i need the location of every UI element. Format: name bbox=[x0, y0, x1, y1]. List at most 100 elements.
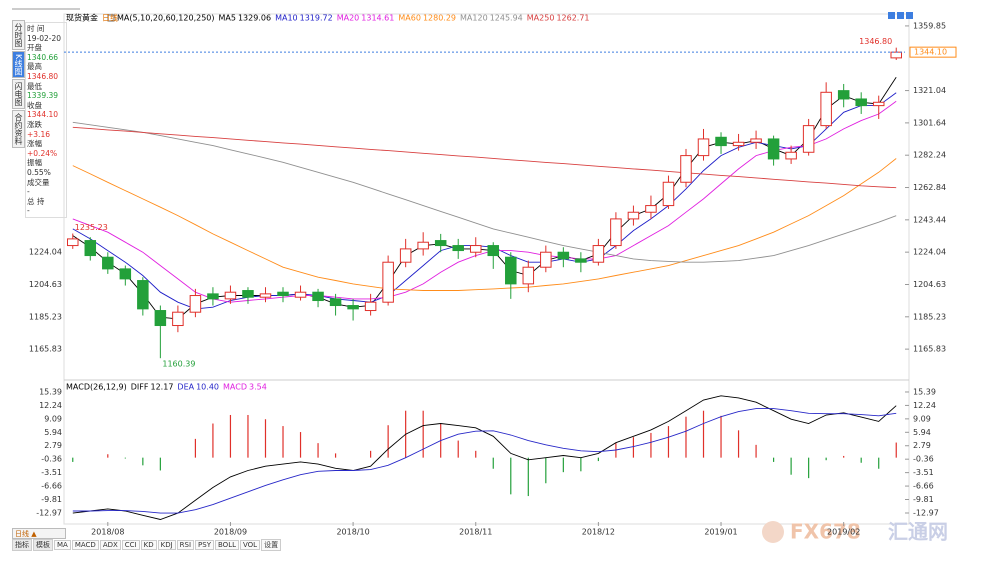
candle-body bbox=[802, 125, 815, 153]
y-tick-label-left: 9.09 bbox=[44, 414, 62, 423]
candle-body bbox=[732, 141, 745, 147]
y-tick-label: 1204.63 bbox=[913, 280, 946, 289]
indicator-button[interactable]: VOL bbox=[240, 540, 261, 550]
candle-body bbox=[662, 181, 675, 207]
y-tick-label-left: 1204.63 bbox=[29, 280, 62, 289]
indicator-button[interactable]: KDJ bbox=[157, 540, 176, 550]
ma-line bbox=[72, 100, 897, 303]
candle-body bbox=[207, 293, 219, 300]
y-tick-label: 2.79 bbox=[913, 441, 931, 450]
macd-title: MACD(26,12,9) bbox=[66, 383, 127, 392]
legend-value: 10.40 bbox=[196, 383, 219, 392]
toolbar-tab[interactable]: 指标 bbox=[12, 539, 32, 551]
y-tick-label: -0.36 bbox=[913, 455, 934, 464]
indicator-name: MA(5,10,20,60,120,250) bbox=[117, 14, 215, 23]
y-tick-label: 1262.84 bbox=[913, 183, 946, 192]
candle-body bbox=[750, 138, 762, 143]
legend-name: MA10 bbox=[275, 14, 298, 23]
candle-body bbox=[154, 310, 167, 327]
info-label: 收盘 bbox=[27, 100, 42, 110]
icon[interactable] bbox=[897, 12, 904, 19]
y-tick-label: 1224.04 bbox=[913, 248, 946, 257]
y-tick-label: 1321.04 bbox=[913, 86, 946, 95]
info-value: 1339.39 bbox=[27, 91, 59, 101]
sidebar-tab[interactable]: 分时图 bbox=[12, 20, 25, 50]
candle-body bbox=[137, 280, 149, 310]
watermark-logo bbox=[762, 521, 784, 543]
info-label: 最高 bbox=[27, 62, 42, 72]
legend-name: MACD bbox=[223, 383, 247, 392]
y-tick-label: 1359.85 bbox=[913, 21, 946, 30]
y-tick-label: 1185.23 bbox=[913, 312, 946, 321]
indicator-button[interactable]: MA bbox=[54, 540, 71, 550]
candle-body bbox=[785, 151, 797, 160]
y-tick-label: 5.94 bbox=[913, 428, 931, 437]
info-label: 最低 bbox=[27, 81, 42, 91]
indicator-button[interactable]: BOLL bbox=[215, 540, 239, 550]
legend-name: DEA bbox=[177, 383, 194, 392]
toolbar-tab[interactable]: 模板 bbox=[33, 539, 53, 551]
legend-value: 12.17 bbox=[151, 383, 174, 392]
candle-body bbox=[119, 268, 132, 280]
indicator-button[interactable]: PSY bbox=[195, 540, 214, 550]
legend-name: MA5 bbox=[219, 14, 236, 23]
info-label: 开盘 bbox=[27, 43, 42, 53]
candle-body bbox=[837, 90, 850, 100]
ma-line bbox=[72, 121, 897, 263]
ma-line bbox=[72, 76, 897, 320]
legend-value: 1314.61 bbox=[361, 14, 394, 23]
candle-body bbox=[294, 291, 307, 298]
candle-body bbox=[680, 155, 692, 183]
y-tick-label: 1165.83 bbox=[913, 345, 946, 354]
info-value: +0.24% bbox=[27, 148, 58, 158]
candle-body bbox=[767, 138, 780, 160]
info-value: 1346.80 bbox=[27, 71, 59, 81]
x-tick-label: 2018/08 bbox=[91, 528, 124, 537]
info-label: 振幅 bbox=[27, 158, 42, 168]
candle-body bbox=[172, 311, 184, 327]
indicator-button[interactable]: RSI bbox=[176, 540, 195, 550]
icon[interactable] bbox=[906, 12, 913, 19]
legend-name: MA120 bbox=[460, 14, 488, 23]
ma-line bbox=[72, 126, 897, 189]
indicator-button[interactable]: KD bbox=[140, 540, 157, 550]
indicator-button[interactable]: CCI bbox=[121, 540, 140, 550]
legend-name: DIFF bbox=[131, 383, 149, 392]
candle-body bbox=[399, 248, 412, 263]
candle-body bbox=[347, 305, 359, 310]
candle-body bbox=[84, 240, 97, 257]
checkbox[interactable] bbox=[107, 14, 115, 22]
x-tick-label: 2018/12 bbox=[582, 528, 615, 537]
icon[interactable] bbox=[888, 12, 895, 19]
y-tick-label-left: -3.51 bbox=[41, 468, 62, 477]
y-tick-label: 12.24 bbox=[913, 401, 936, 410]
candle-body bbox=[382, 261, 394, 303]
period-button[interactable]: 日线 ▲ bbox=[12, 528, 66, 539]
x-tick-label: 2019/01 bbox=[704, 528, 737, 537]
sidebar: 分时图 K线图 闪电图 合约资料 bbox=[12, 20, 25, 149]
sidebar-tab[interactable]: K线图 bbox=[12, 51, 25, 79]
y-tick-label-left: -0.36 bbox=[41, 455, 62, 464]
chart-title: 现货黄金 bbox=[66, 13, 98, 23]
candle-body bbox=[452, 245, 464, 252]
candle-body bbox=[610, 218, 622, 247]
sidebar-tab[interactable]: 闪电图 bbox=[12, 79, 25, 110]
sidebar-tab[interactable]: 合约资料 bbox=[12, 110, 25, 149]
candle-body bbox=[627, 211, 640, 220]
y-tick-label: 1243.44 bbox=[913, 215, 946, 224]
indicator-button[interactable]: 设置 bbox=[261, 539, 282, 551]
indicator-button[interactable]: MACD bbox=[71, 540, 99, 550]
x-tick-label: 2018/10 bbox=[336, 528, 369, 537]
indicator-button[interactable]: ADX bbox=[99, 540, 121, 550]
y-tick-label: 9.09 bbox=[913, 414, 931, 423]
y-tick-label-left: -12.97 bbox=[36, 508, 62, 517]
candle-body bbox=[224, 291, 237, 300]
macd-line bbox=[72, 408, 897, 514]
candle-body bbox=[592, 245, 605, 263]
ma-line bbox=[72, 158, 897, 291]
candle-body bbox=[312, 291, 324, 302]
legend-value: 1262.71 bbox=[556, 14, 589, 23]
plot-frame bbox=[63, 13, 910, 525]
info-label: 总 持 bbox=[27, 196, 45, 206]
